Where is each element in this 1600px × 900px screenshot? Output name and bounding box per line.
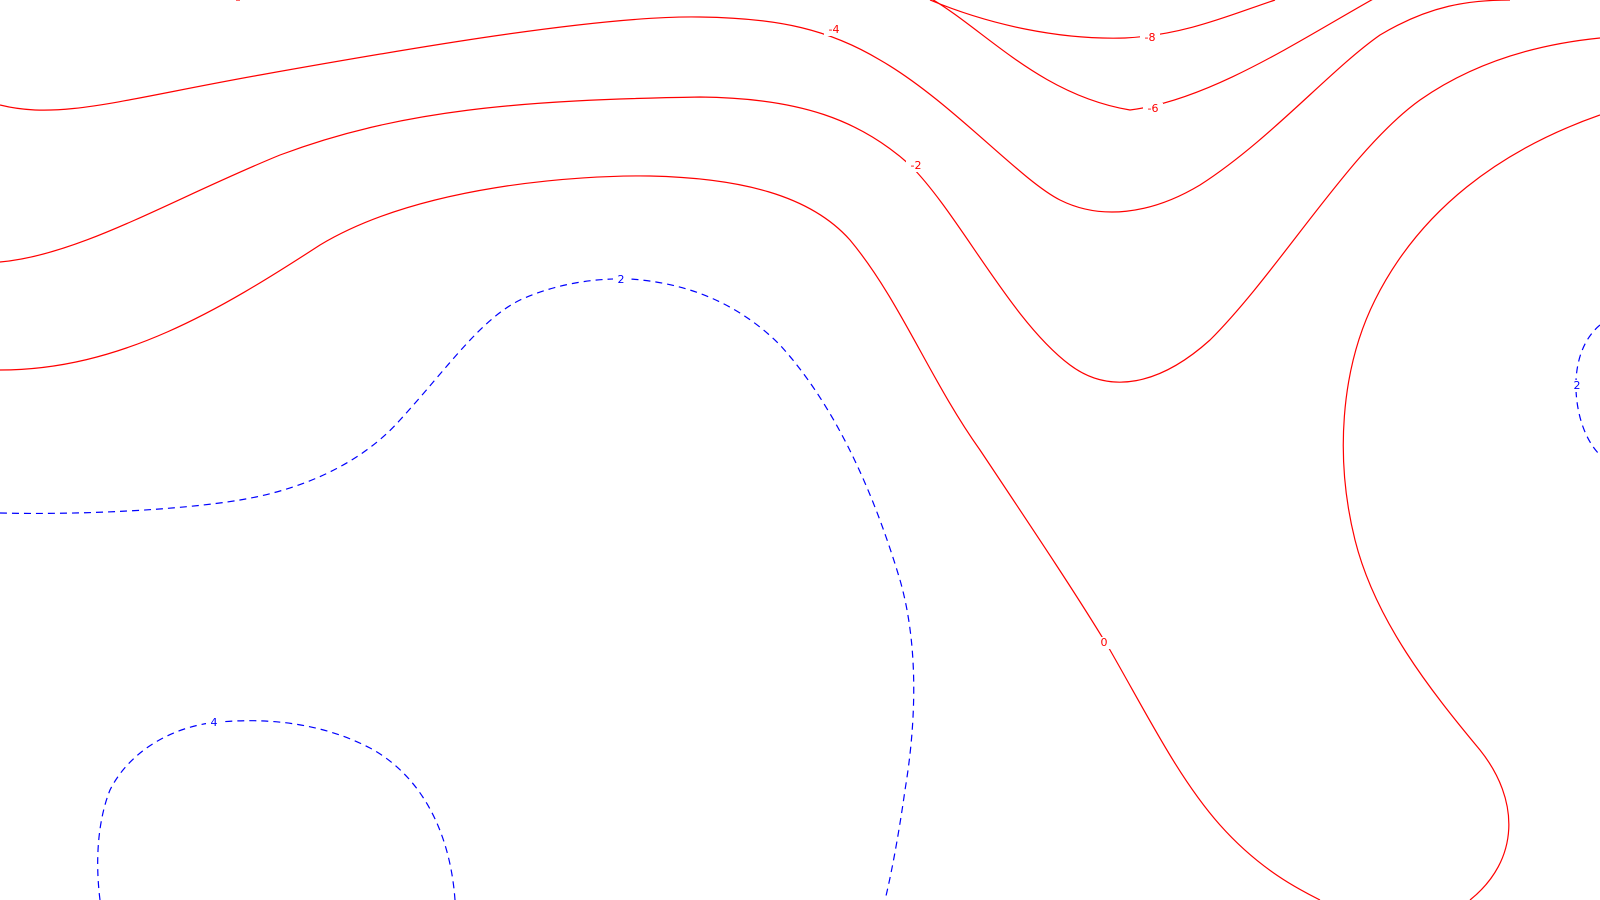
contour-zero: [0, 175, 1321, 900]
contour-plus2-right: [1575, 324, 1600, 456]
svg-text:-2: -2: [911, 159, 922, 172]
label-minus2: -2: [906, 159, 926, 172]
svg-text:-8: -8: [1145, 31, 1156, 44]
contour-minus2: [0, 37, 1600, 383]
contour-minus8-top: [929, 0, 1276, 39]
contour-zero-right: [1342, 114, 1600, 900]
svg-text:2: 2: [1574, 379, 1581, 392]
contour-minus6: [932, 0, 1373, 111]
svg-text:2: 2: [618, 273, 625, 286]
svg-text:-4: -4: [829, 23, 840, 36]
label-plus4: 4: [206, 716, 222, 729]
label-minus6: -6: [1143, 102, 1163, 115]
label-plus2-right: 2: [1569, 379, 1585, 392]
contour-plus4: [97, 720, 456, 900]
svg-text:4: 4: [211, 716, 218, 729]
label-minus4: -4: [824, 23, 844, 36]
label-plus2-center: 2: [613, 273, 629, 286]
contour-minus4: [0, 0, 1511, 213]
contour-plus2-center: [0, 278, 915, 900]
svg-text:-6: -6: [1148, 102, 1159, 115]
label-zero: 0: [1096, 636, 1112, 649]
label-minus8: -8: [1140, 31, 1160, 44]
svg-text:0: 0: [1101, 636, 1108, 649]
